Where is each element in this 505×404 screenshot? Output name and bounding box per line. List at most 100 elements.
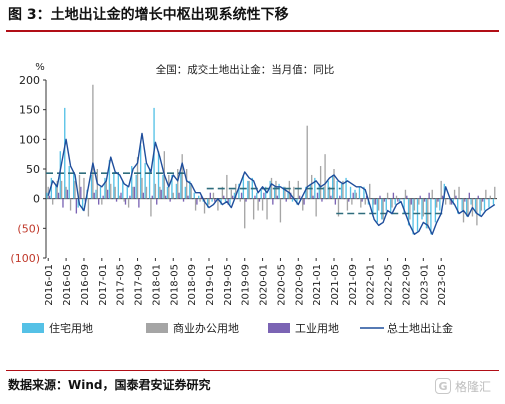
bar-industrial (138, 198, 140, 208)
x-tick-label: 2020-09 (294, 264, 305, 306)
bar-commercial (141, 177, 143, 199)
bar-industrial (298, 195, 301, 199)
bar-industrial (209, 192, 211, 199)
bar-industrial (214, 198, 216, 202)
bar-industrial (441, 195, 444, 199)
bar-residential (430, 198, 432, 235)
bar-residential (73, 171, 75, 199)
bar-industrial (191, 198, 194, 200)
bar-residential (358, 186, 361, 199)
bar-commercial (136, 157, 139, 199)
bar-industrial (111, 198, 113, 200)
bar-industrial (124, 198, 127, 205)
x-tick-label: 2019-05 (223, 264, 234, 306)
bar-residential (238, 183, 240, 199)
bar-industrial (89, 198, 91, 200)
bar-industrial (307, 198, 310, 200)
bar-residential (247, 180, 249, 199)
bar-commercial (199, 198, 201, 202)
bar-residential (108, 160, 111, 199)
bar-industrial (236, 198, 238, 200)
bar-residential (144, 163, 146, 199)
bar-residential (46, 192, 48, 199)
bar-industrial (455, 195, 457, 199)
x-tick-label: 2017-01 (98, 264, 109, 306)
x-tick-label: 2022-05 (384, 264, 395, 306)
bar-residential (273, 186, 276, 199)
x-tick-label: 2022-01 (366, 264, 377, 306)
legend-label: 商业办公用地 (173, 321, 239, 335)
bar-commercial (333, 169, 335, 199)
bar-residential (385, 198, 387, 211)
bar-commercial (386, 192, 389, 199)
bar-residential (148, 169, 151, 199)
x-tick-label: 2023-05 (437, 264, 448, 306)
bar-industrial (303, 198, 305, 205)
bar-commercial (230, 189, 232, 199)
bar-residential (224, 198, 227, 202)
bar-residential (381, 198, 383, 220)
x-tick-label: 2023-01 (419, 264, 430, 306)
bar-commercial (123, 198, 125, 202)
bar-commercial (221, 186, 224, 199)
bar-commercial (382, 198, 384, 220)
bar-commercial (476, 198, 478, 226)
bar-commercial (360, 198, 362, 208)
bar-residential (131, 166, 133, 199)
bar-residential (140, 145, 142, 199)
figure-title: 图 3：土地出让金的增长中枢出现系统性下移 (8, 7, 289, 23)
bar-residential (68, 166, 70, 199)
bar-commercial (422, 198, 424, 217)
bar-commercial (431, 189, 433, 199)
bar-residential (332, 174, 334, 199)
bar-residential (291, 198, 294, 202)
bar-commercial (226, 174, 228, 199)
bar-industrial (75, 198, 78, 214)
x-tick-label: 2017-05 (116, 264, 127, 306)
x-tick-label: 2016-09 (80, 264, 91, 306)
bar-industrial (276, 195, 278, 199)
bar-commercial (378, 198, 380, 211)
bar-industrial (325, 198, 328, 200)
bar-residential (287, 192, 289, 199)
watermark: G 格隆汇 (434, 376, 491, 396)
bar-residential (492, 198, 495, 205)
bar-industrial (48, 195, 51, 199)
bar-industrial (80, 186, 82, 199)
bar-industrial (392, 192, 395, 199)
bar-residential (483, 198, 486, 211)
x-tick-label: 2021-05 (330, 264, 341, 306)
y-tick-label: 50 (26, 163, 40, 176)
bar-industrial (419, 195, 421, 199)
bar-industrial (115, 198, 118, 202)
bar-residential (390, 198, 392, 214)
bar-residential (59, 151, 61, 199)
chart-reference-lines (46, 172, 444, 215)
bar-industrial (352, 192, 354, 199)
bar-commercial (181, 154, 183, 199)
y-tick-label: (100) (10, 252, 40, 265)
bar-industrial (450, 198, 453, 205)
bar-residential (354, 189, 356, 199)
bar-commercial (248, 180, 250, 199)
bar-residential (135, 174, 137, 199)
bar-residential (206, 198, 209, 208)
bar-commercial (480, 198, 483, 211)
bar-commercial (52, 198, 54, 205)
bar-industrial (294, 198, 296, 200)
bar-industrial (446, 198, 448, 200)
bar-residential (376, 198, 378, 223)
bar-commercial (127, 198, 130, 208)
bar-industrial (62, 198, 64, 208)
bar-residential (64, 107, 66, 199)
bar-commercial (444, 198, 447, 205)
bar-residential (412, 198, 414, 235)
bar-commercial (177, 169, 179, 199)
bar-residential (90, 174, 93, 199)
bar-commercial (413, 198, 416, 211)
bar-residential (126, 186, 128, 199)
bar-industrial (151, 195, 153, 199)
bar-industrial (133, 186, 136, 199)
bar-industrial (388, 198, 390, 200)
bar-industrial (334, 198, 337, 205)
